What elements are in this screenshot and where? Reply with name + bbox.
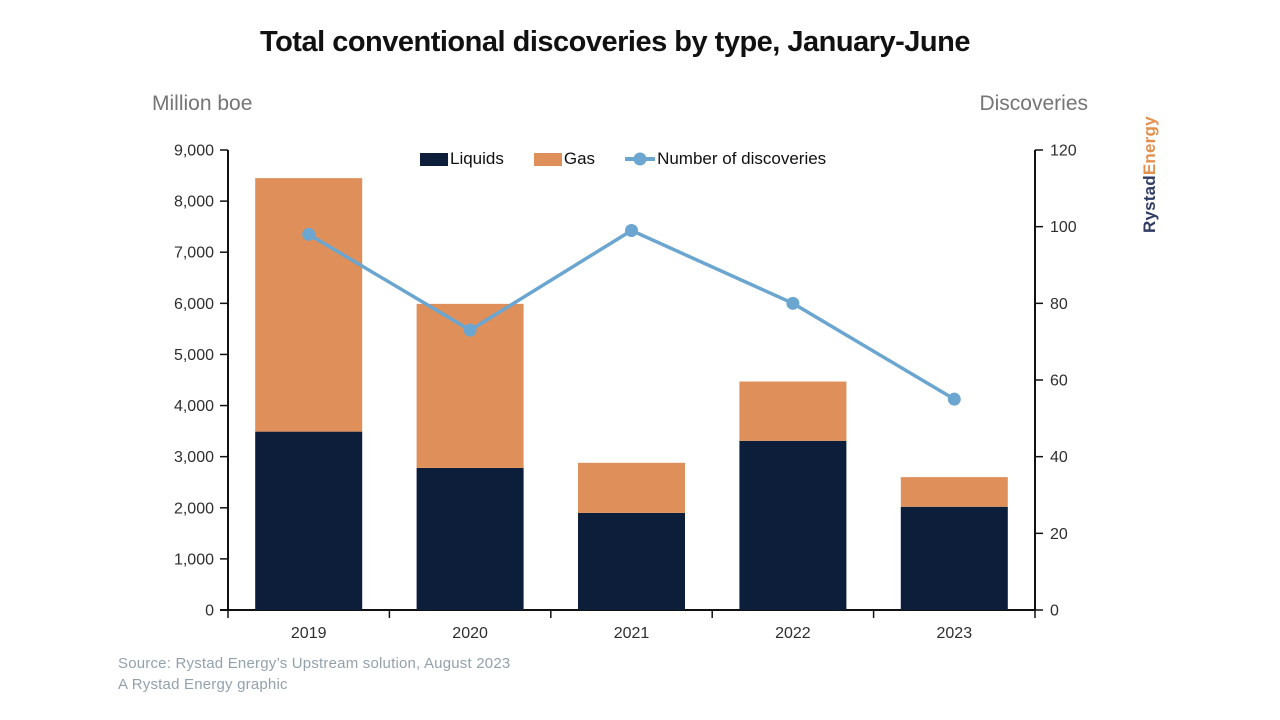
legend-item-gas: Gas	[533, 149, 596, 169]
bar-liquids-2020	[416, 467, 524, 610]
legend-item-liquids: Liquids	[420, 149, 504, 169]
y-axis-right-tick-label: 20	[1050, 526, 1068, 543]
left-axis-caption: Million boe	[152, 92, 253, 115]
discoveries-point-2021	[625, 224, 638, 237]
y-axis-left-tick-label: 3,000	[174, 449, 214, 466]
bar-gas-2022	[739, 381, 847, 441]
discoveries-point-2023	[947, 392, 961, 406]
legend-label-liquids: Liquids	[450, 149, 504, 168]
discoveries-line	[307, 228, 956, 401]
y-axis-right-tick-label: 0	[1050, 603, 1059, 620]
y-axis-left-tick-label: 2,000	[174, 500, 214, 517]
liquids-swatch-icon	[420, 152, 448, 166]
y-axis-right-tick-label: 80	[1050, 296, 1068, 313]
source-line-2: A Rystad Energy graphic	[118, 676, 288, 693]
page-title: Total conventional discoveries by type, …	[260, 26, 970, 58]
x-label-2020: 2020	[452, 625, 488, 642]
bar-liquids-2021	[578, 512, 685, 610]
y-axis-left-tick-label: 8,000	[174, 194, 214, 211]
legend-label-gas: Gas	[563, 149, 596, 168]
discoveries-point-2020	[463, 323, 477, 337]
source-note: Source: Rystad Energy’s Upstream solutio…	[118, 653, 510, 695]
bar-gas-2021	[578, 462, 685, 513]
gas-swatch-icon	[533, 152, 562, 166]
line-dot-icon	[633, 152, 647, 166]
x-label-2019: 2019	[291, 625, 327, 642]
line-marker-icon	[625, 152, 656, 166]
y-axis-left-tick-label: 0	[205, 603, 214, 620]
bar-liquids-2022	[739, 440, 847, 610]
y-axis-left-tick-label: 5,000	[174, 347, 214, 364]
logo-energy: Energy	[1140, 116, 1159, 176]
y-axis-left-tick-label: 6,000	[174, 296, 214, 313]
y-axis-left-tick-label: 4,000	[174, 398, 214, 415]
discoveries-point-2019	[302, 227, 316, 241]
y-axis-left-tick-label: 9,000	[174, 143, 214, 160]
chart-legend: Liquids Gas Number of discoveries	[420, 149, 826, 169]
legend-label-discoveries: Number of discoveries	[657, 149, 827, 168]
source-line-1: Source: Rystad Energy’s Upstream solutio…	[118, 655, 511, 672]
y-axis-right-tick-label: 120	[1050, 143, 1077, 160]
rystad-energy-logo: RystadEnergy	[1140, 113, 1160, 233]
y-axis-left-tick-label: 1,000	[174, 551, 214, 568]
x-label-2022: 2022	[775, 625, 811, 642]
right-axis-caption: Discoveries	[979, 92, 1088, 115]
y-axis-right-tick-label: 60	[1050, 373, 1068, 390]
logo-rystad: Rystad	[1140, 175, 1159, 233]
bar-gas-2019	[255, 178, 363, 432]
x-label-2023: 2023	[937, 625, 973, 642]
legend-item-discoveries: Number of discoveries	[625, 149, 826, 169]
y-axis-right-tick-label: 40	[1050, 449, 1068, 466]
discoveries-point-2022	[786, 296, 800, 310]
bar-liquids-2019	[255, 431, 363, 610]
bar-gas-2023	[900, 477, 1008, 507]
y-axis-right-tick-label: 100	[1050, 219, 1077, 236]
x-label-2021: 2021	[614, 625, 650, 642]
bar-liquids-2023	[900, 506, 1008, 610]
y-axis-left-tick-label: 7,000	[174, 245, 214, 262]
